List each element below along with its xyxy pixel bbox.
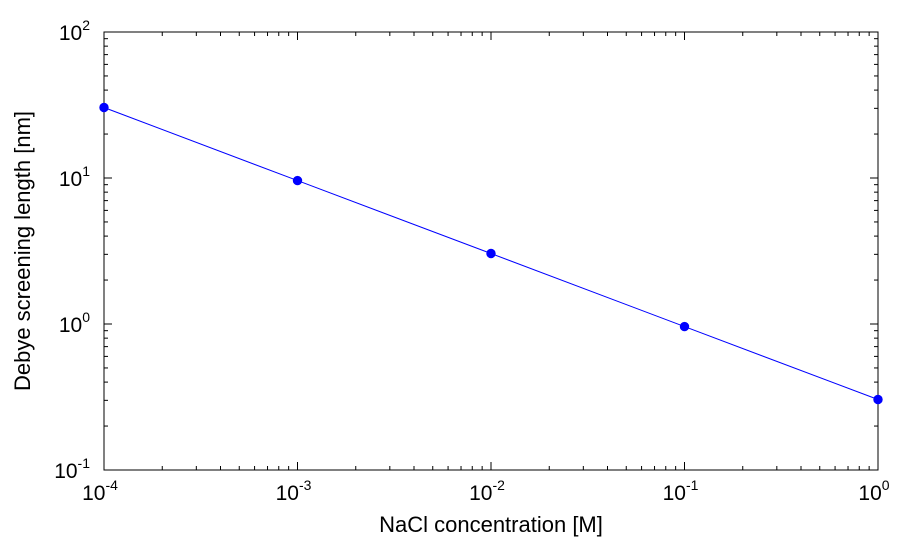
data-point — [292, 175, 303, 186]
y-tick-label: 101 — [59, 163, 90, 191]
x-tick-label: 10-2 — [469, 477, 505, 505]
y-tick-label: 102 — [59, 17, 90, 45]
data-point — [99, 102, 109, 113]
data-point — [873, 394, 883, 405]
y-tick-label: 100 — [59, 309, 90, 337]
y-tick-label: 10-1 — [54, 455, 90, 483]
x-tick-label: 10-4 — [82, 477, 118, 505]
series-layer — [99, 102, 883, 405]
tick-labels: 10-4 10-3 10-2 10-1 100 10-1 100 101 102 — [54, 17, 890, 505]
data-point — [486, 248, 496, 259]
x-axis-label: NaCl concentration [M] — [379, 512, 603, 537]
y-axis-label: Debye screening length [nm] — [10, 111, 35, 391]
data-point — [679, 321, 690, 332]
x-tick-label: 10-3 — [276, 477, 312, 505]
x-tick-label: 100 — [858, 477, 889, 505]
x-tick-label: 10-1 — [663, 477, 699, 505]
